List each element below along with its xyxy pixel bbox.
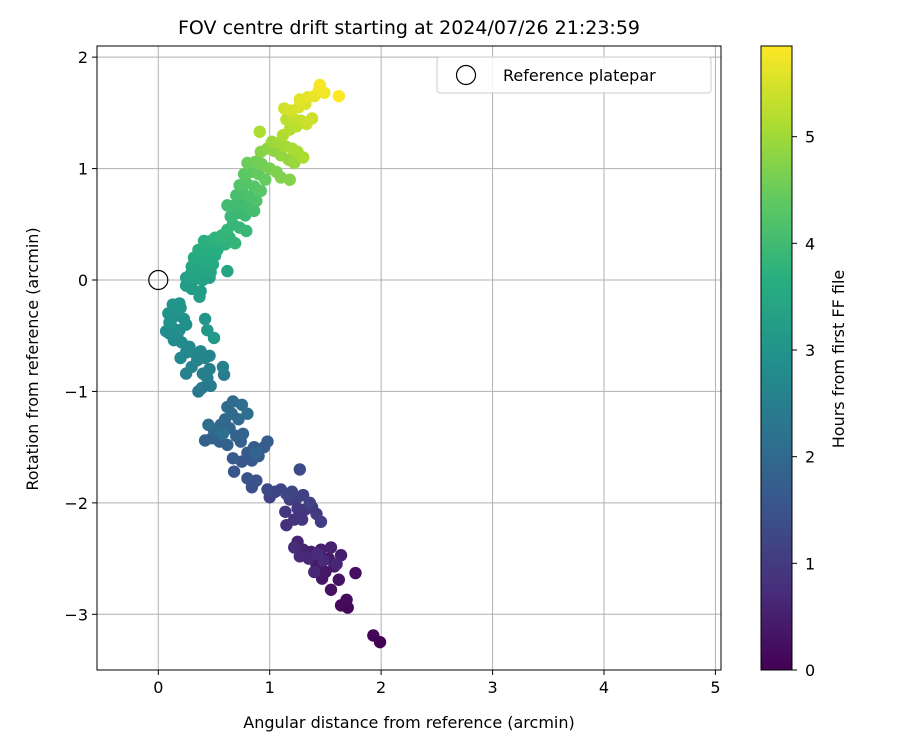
colorbar-tick-label: 4 (805, 234, 815, 253)
chart-title: FOV centre drift starting at 2024/07/26 … (178, 17, 640, 39)
data-point (330, 557, 343, 571)
data-point (305, 112, 319, 125)
data-point (235, 398, 249, 411)
reference-platepar-marker (148, 269, 169, 291)
data-point (288, 541, 301, 554)
legend-box (436, 56, 712, 94)
y-tick-label: −3 (64, 605, 88, 624)
scatter-points (159, 78, 387, 649)
data-point (303, 496, 317, 510)
data-point (332, 573, 345, 586)
data-point (285, 485, 299, 498)
data-point (279, 505, 292, 518)
data-point (332, 89, 345, 103)
y-tick-label: −2 (64, 494, 88, 513)
colorbar-tick-label: 1 (805, 554, 815, 573)
data-point (241, 472, 254, 485)
x-tick-label: 4 (599, 678, 609, 697)
data-point (293, 463, 306, 476)
colorbar-label: Hours from first FF file (829, 270, 848, 449)
data-point (216, 360, 230, 374)
data-point (296, 151, 310, 164)
grid-lines (97, 46, 721, 670)
x-tick-label: 5 (710, 678, 720, 697)
data-point (313, 78, 327, 92)
data-point (261, 483, 274, 496)
data-point (373, 635, 387, 649)
legend-marker-reference (455, 64, 477, 86)
data-point (177, 312, 191, 326)
data-point (259, 173, 272, 186)
data-point (207, 331, 221, 345)
colorbar-tick-label: 5 (805, 128, 815, 147)
data-point (314, 515, 328, 528)
data-point (308, 565, 321, 579)
data-point (288, 156, 301, 170)
legend: Reference platepar (436, 56, 712, 94)
colorbar-tick-label: 0 (805, 661, 815, 680)
data-point (283, 173, 296, 186)
x-axis-label: Angular distance from reference (arcmin) (243, 713, 574, 732)
y-tick-label: 0 (78, 271, 88, 290)
data-point (198, 434, 212, 447)
x-axis-ticks: 0 1 2 3 4 5 (153, 670, 721, 697)
reference-point-layer (148, 269, 169, 291)
colorbar (760, 45, 793, 671)
x-tick-label: 0 (153, 678, 163, 697)
x-tick-label: 3 (487, 678, 497, 697)
data-point (253, 125, 266, 138)
data-point (311, 547, 324, 561)
data-point (349, 566, 362, 580)
colorbar-tick-label: 3 (805, 341, 815, 360)
data-point (295, 513, 309, 526)
plot-frame (96, 45, 722, 671)
y-tick-label: 2 (78, 48, 88, 67)
data-point (250, 194, 263, 208)
data-point (173, 297, 186, 310)
data-point (250, 446, 263, 459)
colorbar-tick-label: 2 (805, 448, 815, 467)
data-point (247, 204, 261, 218)
data-point (228, 237, 242, 250)
data-point (221, 264, 234, 278)
y-tick-label: 1 (78, 160, 88, 179)
data-point (216, 427, 230, 440)
colorbar-ticks: 0 1 2 3 4 5 (792, 128, 815, 680)
data-point (226, 452, 240, 465)
data-point (340, 593, 353, 606)
x-tick-label: 2 (376, 678, 386, 697)
data-point (254, 184, 267, 198)
legend-label-reference: Reference platepar (503, 66, 656, 85)
data-point (203, 362, 216, 376)
data-point (241, 407, 254, 420)
data-point (198, 312, 212, 326)
y-axis-ticks: −3 −2 −1 0 1 2 (64, 48, 97, 624)
data-point (240, 224, 253, 238)
data-point (202, 418, 215, 432)
data-point (232, 413, 245, 426)
data-point (319, 565, 332, 579)
y-tick-label: −1 (64, 382, 88, 401)
data-point (236, 427, 250, 440)
data-point (293, 550, 306, 563)
data-point (194, 345, 207, 358)
data-point (227, 465, 241, 478)
data-point (193, 290, 206, 303)
x-tick-label: 1 (265, 678, 275, 697)
y-axis-label: Rotation from reference (arcmin) (23, 227, 42, 490)
data-point (324, 583, 338, 596)
data-point (261, 435, 274, 448)
data-point (221, 199, 234, 212)
data-point (324, 541, 338, 554)
